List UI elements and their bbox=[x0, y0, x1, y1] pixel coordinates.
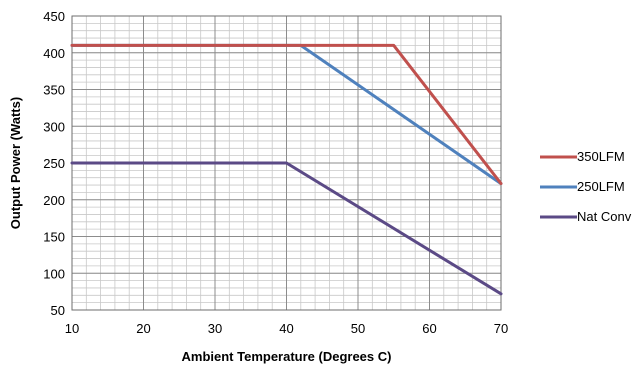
x-tick-label: 40 bbox=[279, 321, 293, 336]
y-tick-label: 300 bbox=[43, 119, 65, 134]
x-tick-label: 20 bbox=[136, 321, 150, 336]
x-tick-labels: 10 20 30 40 50 60 70 bbox=[65, 321, 508, 336]
y-tick-label: 100 bbox=[43, 266, 65, 281]
series-line-nat-conv bbox=[70, 161, 503, 296]
y-tick-label: 150 bbox=[43, 230, 65, 245]
y-tick-labels: 50 100 150 200 250 300 350 400 450 bbox=[43, 9, 65, 318]
legend-label-250lfm: 250LFM bbox=[577, 179, 625, 194]
legend: 350LFM 250LFM Nat Conv bbox=[540, 149, 632, 224]
series-line-350lfm bbox=[70, 43, 503, 186]
y-tick-label: 450 bbox=[43, 9, 65, 24]
x-tick-label: 70 bbox=[494, 321, 508, 336]
legend-label-nat-conv: Nat Conv bbox=[577, 209, 632, 224]
y-axis-title: Output Power (Watts) bbox=[8, 97, 23, 229]
y-tick-label: 50 bbox=[51, 303, 65, 318]
x-tick-label: 50 bbox=[351, 321, 365, 336]
x-tick-label: 10 bbox=[65, 321, 79, 336]
x-tick-label: 60 bbox=[422, 321, 436, 336]
x-axis-title: Ambient Temperature (Degrees C) bbox=[182, 349, 392, 364]
y-tick-label: 400 bbox=[43, 46, 65, 61]
series-layer bbox=[70, 43, 503, 296]
y-tick-label: 200 bbox=[43, 193, 65, 208]
x-tick-label: 30 bbox=[208, 321, 222, 336]
legend-label-350lfm: 350LFM bbox=[577, 149, 625, 164]
y-tick-label: 250 bbox=[43, 156, 65, 171]
y-tick-label: 350 bbox=[43, 83, 65, 98]
